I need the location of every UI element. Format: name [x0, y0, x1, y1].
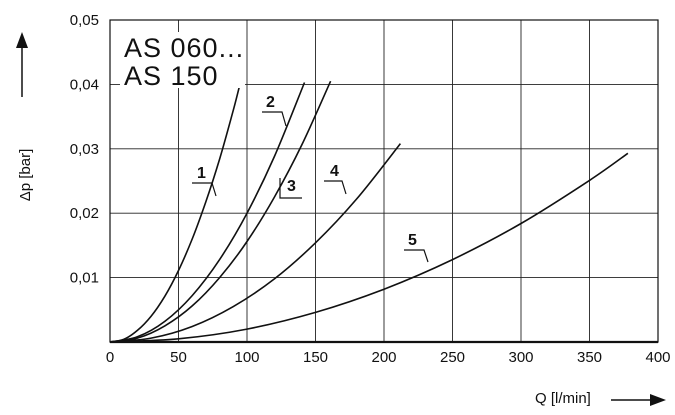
curve-4 — [109, 143, 402, 343]
x-axis-title: Q [l/min] — [535, 390, 591, 407]
curve-leader-1 — [192, 182, 217, 197]
x-axis-title-group: Q [l/min] — [535, 390, 666, 407]
y-tick-label-0,01: 0,01 — [70, 270, 99, 287]
y-tick-label-0,03: 0,03 — [70, 141, 99, 158]
x-axis-arrow-head — [650, 394, 666, 406]
curve-3 — [109, 80, 332, 343]
x-tick-label-150: 150 — [303, 349, 328, 366]
curve-2 — [109, 82, 306, 343]
curve-leader-3 — [279, 178, 302, 199]
y-tick-labels: 0,01 0,02 0,03 0,04 0,05 — [70, 12, 99, 287]
curve-label-2: 2 — [266, 94, 275, 111]
x-tick-label-100: 100 — [234, 349, 259, 366]
model-label-1: AS 060... — [124, 33, 244, 63]
y-tick-label-0,04: 0,04 — [70, 76, 99, 93]
x-tick-labels: 0 50 100 150 200 250 300 350 400 — [106, 349, 671, 366]
curve-label-3: 3 — [287, 178, 296, 195]
curve-1 — [109, 77, 243, 343]
y-tick-label-0,02: 0,02 — [70, 205, 99, 222]
x-tick-label-50: 50 — [170, 349, 187, 366]
curves — [109, 77, 629, 343]
x-tick-label-350: 350 — [577, 349, 602, 366]
x-tick-label-400: 400 — [645, 349, 670, 366]
model-label-background — [120, 32, 245, 88]
curve-label-4: 4 — [330, 163, 339, 180]
curve-leader-4 — [324, 180, 347, 195]
model-label-2: AS 150 — [124, 61, 219, 91]
curve-label-1: 1 — [197, 165, 206, 182]
curve-label-5: 5 — [408, 232, 417, 249]
y-axis-title: Δp [bar] — [17, 149, 34, 202]
x-tick-label-200: 200 — [371, 349, 396, 366]
y-axis-title-group: Δp [bar] — [16, 32, 34, 201]
x-tick-label-0: 0 — [106, 349, 114, 366]
x-tick-label-300: 300 — [508, 349, 533, 366]
model-labels: AS 060... AS 150 — [120, 32, 245, 91]
x-tick-label-250: 250 — [440, 349, 465, 366]
y-tick-label-0,05: 0,05 — [70, 12, 99, 29]
curve-leader-5 — [404, 249, 429, 263]
curve-5 — [109, 152, 629, 343]
y-axis-arrow-head — [16, 32, 28, 48]
curve-callouts: 1 2 3 4 5 — [192, 94, 429, 263]
curve-leader-2 — [262, 111, 287, 127]
